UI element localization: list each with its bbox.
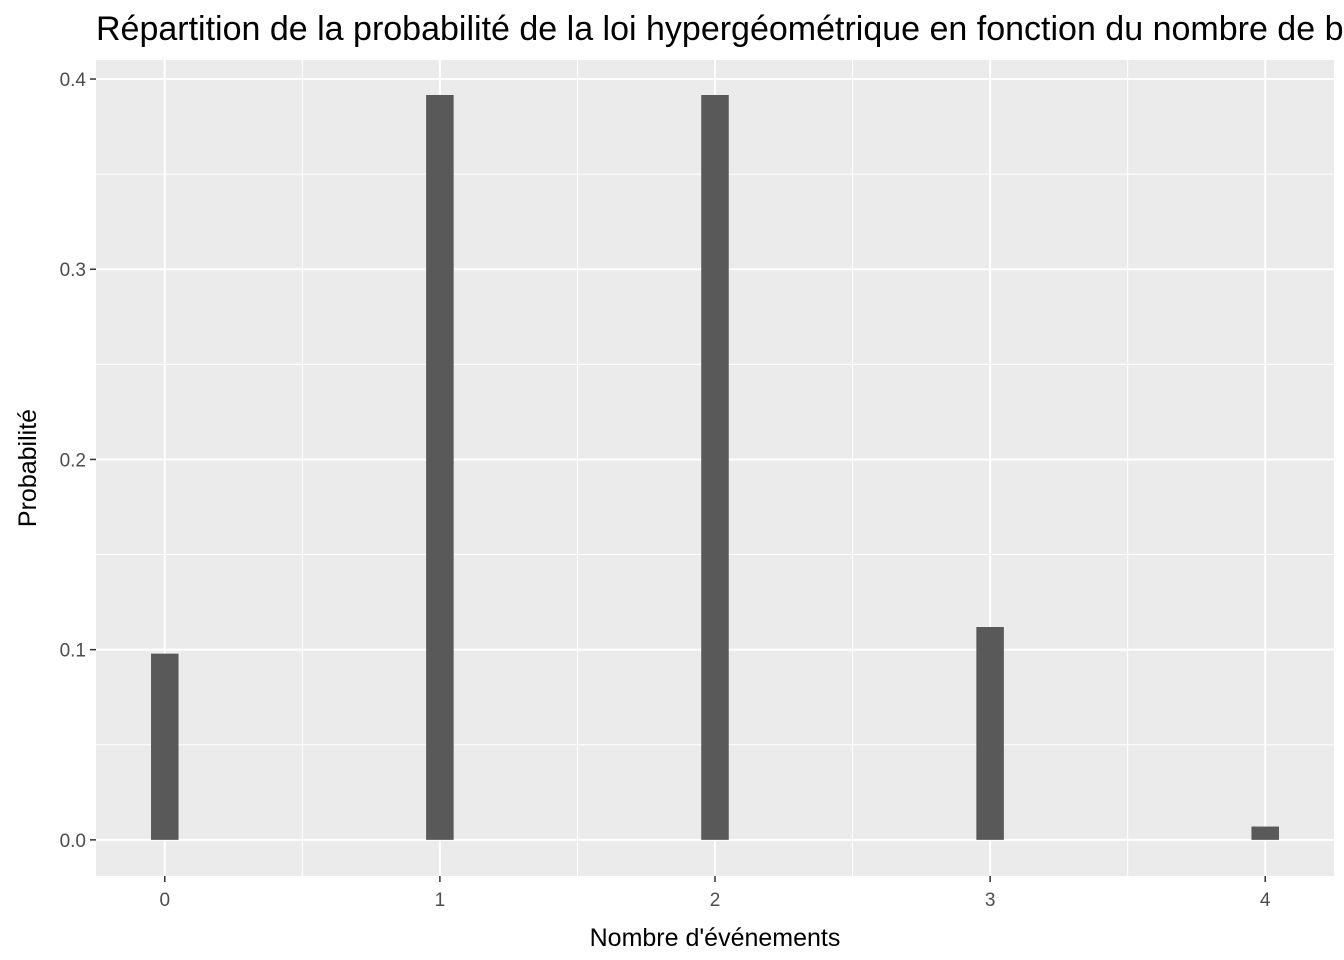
y-axis-ticks: 0.0 0.1 0.2 0.3 0.4 [60,70,96,852]
bars [151,94,1279,840]
chart-title: Répartition de la probabilité de la loi … [96,10,1344,48]
y-tick-label: 0.3 [60,260,86,281]
y-tick-label: 0.1 [60,641,86,662]
bar-3 [976,627,1004,840]
x-axis-ticks: 0 1 2 3 4 [159,876,1271,911]
x-tick-label: 1 [435,890,446,911]
bar-1 [426,94,454,840]
bar-2 [701,94,729,840]
x-tick-label: 0 [159,890,170,911]
y-tick-label: 0.2 [60,450,86,471]
x-tick-label: 4 [1260,890,1271,911]
y-tick-label: 0.0 [60,831,86,852]
x-tick-label: 3 [985,890,996,911]
minor-gridlines-x [301,60,1129,876]
bar-4 [1251,826,1279,840]
x-axis-label: Nombre d'événements [590,924,841,952]
x-tick-label: 2 [710,890,721,911]
y-axis-label: Probabilité [14,409,42,527]
bar-0 [151,653,179,840]
y-tick-label: 0.4 [60,70,87,91]
